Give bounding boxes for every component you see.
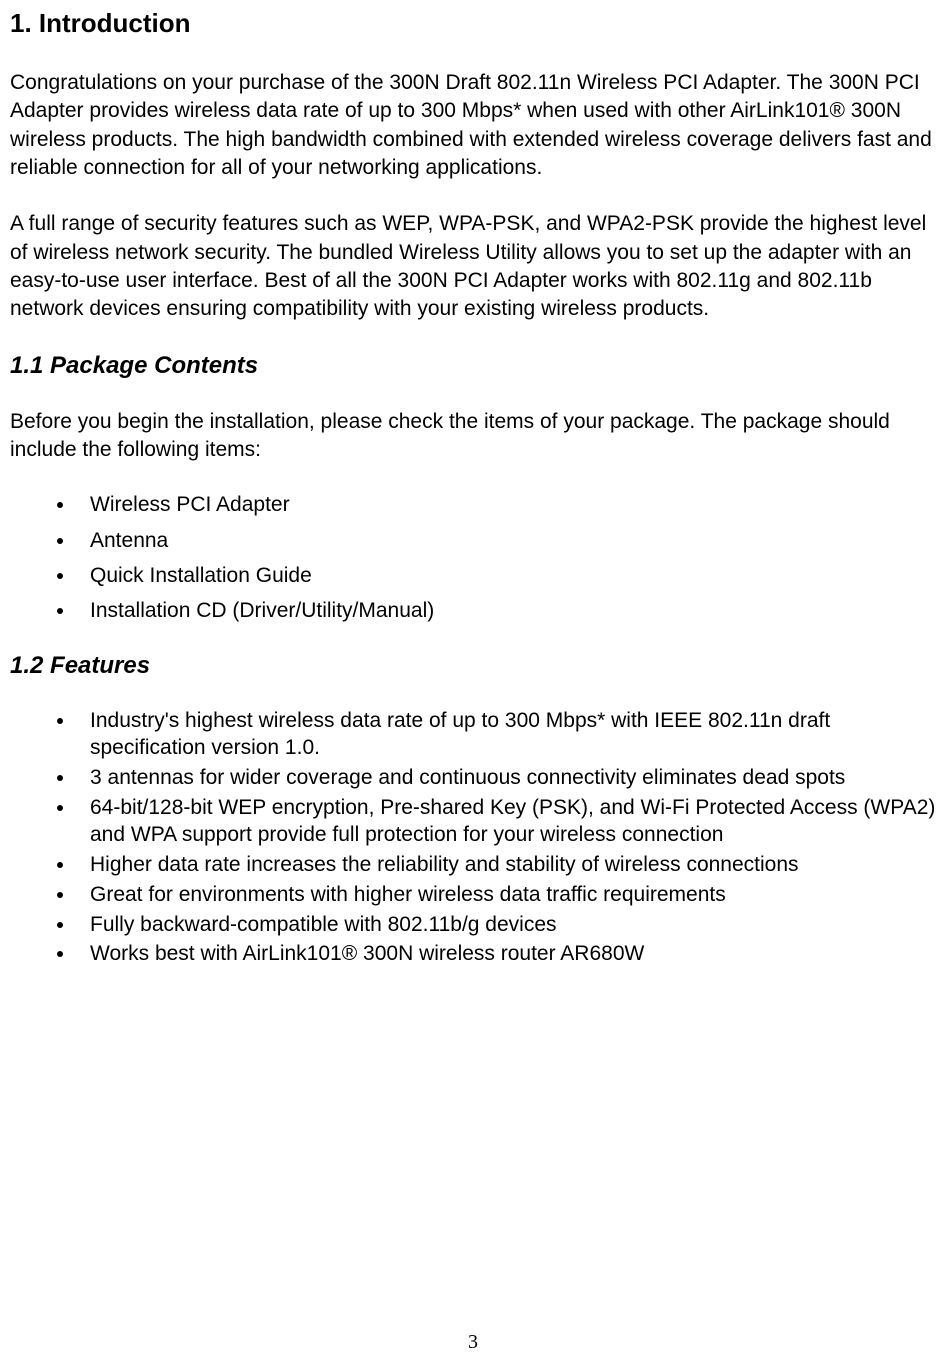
list-item: 3 antennas for wider coverage and contin…: [76, 765, 936, 792]
list-item: Industry's highest wireless data rate of…: [76, 708, 936, 762]
list-item: Higher data rate increases the reliabili…: [76, 852, 936, 879]
subsection-title-package-contents: 1.1 Package Contents: [10, 352, 936, 380]
package-contents-intro: Before you begin the installation, pleas…: [10, 408, 936, 465]
section-title: 1. Introduction: [10, 8, 936, 39]
package-contents-list: Wireless PCI Adapter Antenna Quick Insta…: [10, 492, 936, 624]
features-list: Industry's highest wireless data rate of…: [10, 708, 936, 968]
intro-paragraph-2: A full range of security features such a…: [10, 210, 936, 323]
list-item: Great for environments with higher wirel…: [76, 882, 936, 909]
subsection-title-features: 1.2 Features: [10, 652, 936, 680]
list-item: 64-bit/128-bit WEP encryption, Pre-share…: [76, 795, 936, 849]
list-item: Works best with AirLink101® 300N wireles…: [76, 941, 936, 968]
intro-paragraph-1: Congratulations on your purchase of the …: [10, 69, 936, 182]
list-item: Quick Installation Guide: [76, 563, 936, 589]
list-item: Fully backward-compatible with 802.11b/g…: [76, 912, 936, 939]
list-item: Installation CD (Driver/Utility/Manual): [76, 598, 936, 624]
list-item: Antenna: [76, 528, 936, 554]
list-item: Wireless PCI Adapter: [76, 492, 936, 518]
page-number: 3: [0, 1331, 946, 1354]
